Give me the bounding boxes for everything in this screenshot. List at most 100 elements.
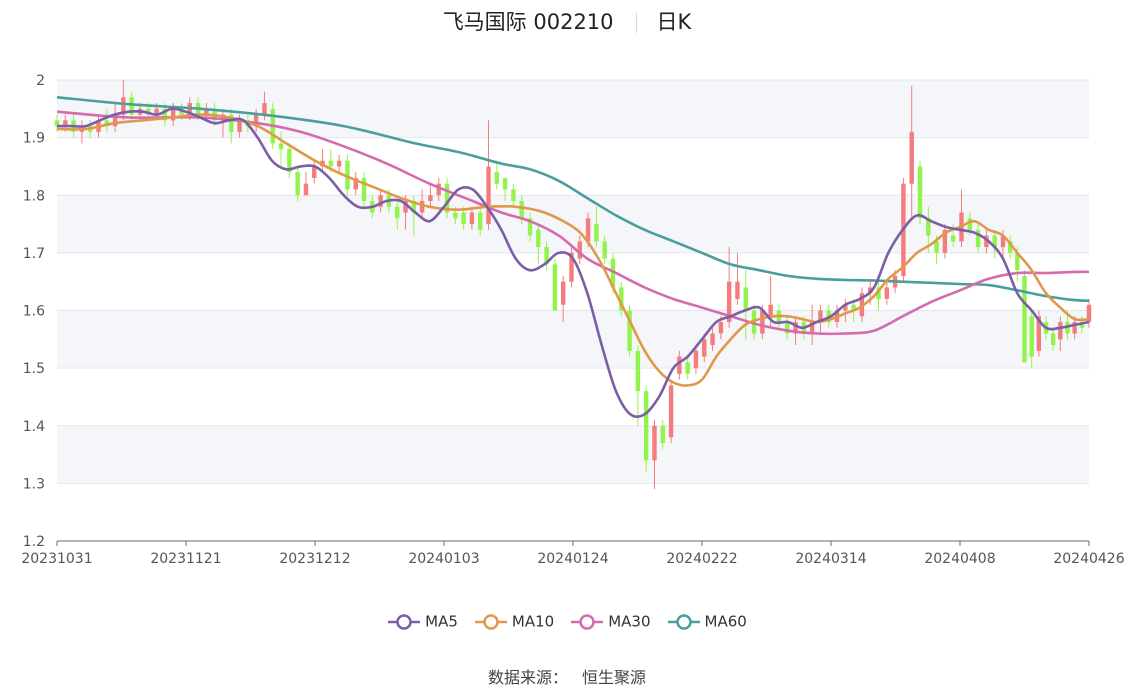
candle-down [975, 229, 981, 248]
candlestick-chart: 1.2 1.3 1.4 1.5 1.6 1.7 1.8 1.9 2 20231031 202311… [21, 73, 1124, 567]
source-label: 数据来源： [487, 668, 568, 687]
line-ma60 [56, 96, 1090, 302]
x-tick-label: 20231031 [21, 551, 92, 567]
candle-up [710, 333, 715, 346]
legend-label: MA10 [511, 612, 555, 631]
candle-up [984, 235, 989, 248]
legend-item-ma10[interactable]: MA10 [474, 612, 554, 632]
candle-down [295, 172, 300, 196]
data-source: 数据来源： 恒生聚源 [0, 664, 1134, 688]
candle-up [735, 281, 740, 299]
candle-up [884, 287, 890, 299]
y-axis: 1.2 1.3 1.4 1.5 1.6 1.7 1.8 1.9 2 [23, 73, 1089, 550]
legend-item-ma5[interactable]: MA5 [387, 612, 458, 632]
candle-up [843, 304, 848, 311]
candle-up [809, 322, 815, 334]
legend-label: MA30 [608, 612, 651, 631]
candle-up [693, 350, 699, 369]
candle-down [129, 97, 134, 115]
candle-up [353, 177, 358, 190]
line-ma10 [56, 113, 1090, 387]
legend-item-ma60[interactable]: MA60 [667, 612, 747, 632]
line-ma5 [56, 107, 1090, 419]
y-tick-label: 1.8 [23, 188, 45, 204]
candle-down [345, 160, 350, 190]
candle-down [619, 287, 624, 311]
candle-up [378, 195, 383, 207]
candle-down [1015, 252, 1020, 271]
candle-down [494, 172, 500, 184]
candle-down [278, 143, 284, 150]
candle-up [112, 114, 118, 127]
legend-marker-icon [474, 614, 507, 630]
candle-up [121, 97, 126, 115]
source-value: 恒生聚源 [582, 668, 647, 687]
candle-down [685, 362, 690, 374]
y-tick-label: 1.7 [23, 246, 45, 262]
x-tick-label: 20240426 [1053, 551, 1124, 567]
candle-up [677, 356, 682, 374]
candle-up [569, 252, 574, 282]
candle-down [635, 350, 641, 392]
legend-label: MA60 [704, 612, 747, 631]
grid-band [57, 310, 1089, 369]
candle-down [104, 120, 109, 127]
legend: MA5 MA10 MA30 MA60 [0, 612, 1134, 632]
candle-up [428, 195, 433, 202]
legend-item-ma30[interactable]: MA30 [570, 612, 651, 632]
y-tick-label: 1.4 [23, 419, 45, 435]
candle-down [627, 310, 632, 351]
title-separator [635, 13, 637, 33]
candle-down [917, 166, 923, 219]
candle-down [229, 114, 234, 132]
candle-up [1072, 322, 1077, 334]
candle-up [1000, 235, 1006, 248]
candle-up [403, 201, 408, 213]
candle-up [469, 212, 475, 225]
y-tick-label: 1.3 [23, 476, 45, 492]
y-tick-label: 1.6 [23, 304, 45, 320]
x-tick-label: 20240222 [666, 551, 737, 567]
candle-up [204, 108, 209, 115]
candle-down [328, 160, 334, 167]
candle-up [1086, 304, 1092, 323]
candle-up [486, 166, 491, 225]
x-tick-label: 20231121 [150, 551, 221, 567]
candle-down [851, 304, 856, 311]
candle-down [287, 149, 292, 173]
candle-up [63, 120, 68, 127]
candle-down [926, 218, 931, 236]
x-tick-label: 20240103 [408, 551, 479, 567]
candle-down [179, 108, 184, 115]
candle-down [519, 201, 524, 219]
candle-up [237, 120, 242, 132]
y-tick-label: 1.2 [23, 534, 45, 550]
candle-up [303, 183, 309, 196]
candle-down [453, 212, 458, 219]
candle-down [411, 201, 417, 213]
y-tick-label: 2 [36, 73, 45, 89]
x-tick-label: 20231212 [279, 551, 350, 567]
candle-down [544, 247, 549, 265]
candle-down [967, 218, 973, 230]
candle-up [702, 339, 707, 357]
candle-up [419, 201, 425, 213]
candle-down [610, 258, 616, 288]
candle-down [785, 322, 790, 334]
line-ma30 [56, 110, 1090, 336]
candle-down [1007, 241, 1013, 253]
candle-down [743, 287, 748, 311]
candle-down [951, 235, 956, 242]
candle-up [760, 310, 765, 334]
candle-up [768, 304, 773, 317]
chart-period: 日K [656, 10, 692, 34]
candle-up [726, 281, 732, 323]
candle-down [511, 189, 516, 202]
candle-up [1058, 322, 1063, 340]
candle-down [992, 235, 997, 248]
candle-down [478, 212, 483, 230]
candle-down [361, 177, 367, 202]
candle-down [395, 206, 400, 219]
candle-up [336, 160, 342, 167]
candle-down [552, 264, 558, 311]
